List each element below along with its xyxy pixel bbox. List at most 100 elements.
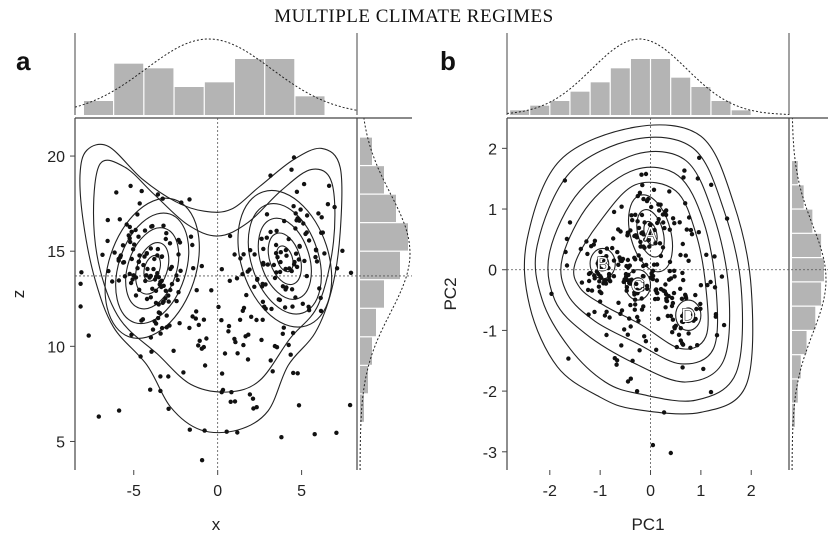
scatter-point: [679, 319, 685, 324]
scatter-point: [673, 323, 678, 328]
scatter-point: [622, 277, 627, 282]
scatter-point: [187, 325, 192, 331]
scatter-point: [122, 274, 128, 279]
scatter-point: [652, 227, 657, 233]
scatter-point: [235, 430, 240, 435]
scatter-point: [614, 362, 619, 367]
scatter-point: [273, 242, 279, 248]
scatter-point: [304, 273, 309, 279]
x-tick-label: 0: [213, 483, 222, 500]
scatter-point: [656, 316, 661, 321]
scatter-point: [709, 182, 714, 187]
x-tick-label: -1: [593, 483, 607, 500]
scatter-point: [604, 309, 609, 314]
regime-label-a: A: [644, 224, 657, 245]
scatter-point: [273, 251, 279, 256]
scatter-point: [697, 155, 702, 160]
scatter-point: [303, 231, 308, 237]
y-tick-label: 5: [56, 434, 65, 451]
top-histogram-bar: [174, 87, 204, 115]
scatter-point: [671, 290, 677, 296]
scatter-point: [636, 318, 641, 323]
scatter-point: [628, 281, 633, 286]
scatter-point: [199, 346, 204, 351]
scatter-point: [670, 216, 676, 221]
scatter-point: [566, 356, 571, 361]
scatter-point: [592, 309, 597, 315]
scatter-point: [259, 337, 264, 343]
scatter-point: [164, 313, 169, 318]
scatter-point: [655, 296, 661, 301]
top-histogram-bar: [610, 68, 630, 115]
y-tick-label: 20: [47, 149, 65, 166]
scatter-point: [232, 399, 238, 404]
scatter-point: [78, 304, 83, 309]
scatter-point: [630, 358, 635, 363]
right-histogram-bar: [360, 337, 372, 365]
scatter-point: [151, 266, 156, 272]
scatter-point: [627, 316, 632, 321]
scatter-point: [293, 226, 298, 231]
scatter-point: [174, 298, 179, 304]
scatter-point: [139, 188, 144, 194]
right-histogram-bar: [792, 233, 822, 257]
y-tick-label: 15: [47, 244, 65, 261]
scatter-point: [316, 211, 321, 216]
scatter-point: [682, 168, 687, 173]
scatter-point: [233, 339, 238, 345]
scatter-point: [155, 271, 160, 276]
scatter-point: [686, 331, 691, 336]
scatter-point: [562, 178, 568, 183]
scatter-point: [117, 217, 123, 222]
figure-title: MULTIPLE CLIMATE REGIMES: [274, 6, 554, 27]
scatter-point: [596, 284, 602, 289]
scatter-point: [319, 230, 324, 235]
scatter-point: [640, 287, 645, 292]
scatter-point: [293, 211, 298, 216]
scatter-point: [619, 308, 625, 313]
scatter-point: [634, 389, 640, 394]
scatter-point: [251, 406, 256, 411]
scatter-point: [641, 196, 646, 202]
scatter-point: [240, 308, 245, 313]
scatter-point: [633, 212, 638, 217]
scatter-point: [645, 286, 650, 291]
scatter-point: [322, 251, 327, 256]
scatter-point: [166, 406, 171, 411]
scatter-point: [291, 370, 296, 376]
top-histogram-bar: [731, 110, 751, 115]
scatter-point: [268, 173, 273, 178]
scatter-point: [280, 331, 285, 336]
scatter-point: [128, 239, 133, 245]
scatter-point: [683, 253, 688, 258]
scatter-point: [666, 293, 671, 299]
scatter-point: [161, 223, 166, 228]
scatter-point: [637, 190, 643, 195]
scatter-point: [714, 333, 720, 338]
scatter-point: [161, 283, 166, 288]
scatter-point: [283, 247, 289, 253]
scatter-point: [713, 312, 719, 317]
scatter-point: [158, 374, 163, 379]
nested-contour: [534, 136, 744, 402]
contour-lines: [79, 143, 343, 434]
scatter-point: [164, 231, 169, 236]
scatter-point: [643, 237, 648, 242]
scatter-point: [318, 308, 324, 314]
scatter-point: [650, 268, 656, 273]
scatter-point: [625, 332, 630, 337]
scatter-point: [585, 287, 591, 293]
scatter-point: [163, 288, 168, 293]
scatter-point: [688, 345, 693, 350]
scatter-point: [228, 399, 233, 404]
top-histogram-bar: [671, 77, 691, 115]
scatter-point: [201, 317, 207, 322]
scatter-point: [665, 313, 670, 319]
scatter-point: [334, 266, 340, 271]
scatter-point: [625, 257, 631, 263]
x-tick-label: -5: [127, 483, 141, 500]
scatter-point: [319, 215, 324, 220]
scatter-point: [135, 212, 140, 217]
scatter-point: [683, 292, 688, 297]
scatter-point: [190, 242, 195, 248]
